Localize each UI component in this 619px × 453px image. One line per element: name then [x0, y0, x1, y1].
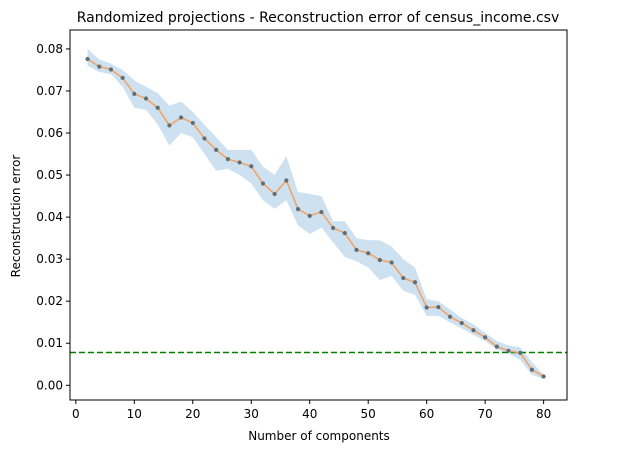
y-axis-label: Reconstruction error: [9, 155, 23, 278]
x-tick-label: 40: [302, 407, 317, 421]
x-tick-label: 70: [478, 407, 493, 421]
data-point: [108, 67, 114, 72]
data-point: [424, 305, 429, 310]
data-point: [506, 348, 511, 353]
x-tick-label: 0: [72, 407, 80, 421]
data-point: [120, 75, 125, 81]
y-tick-label: 0.05: [36, 168, 63, 182]
y-tick-label: 0.01: [36, 336, 63, 350]
data-point: [85, 56, 90, 62]
plot-frame: [69, 29, 568, 401]
data-point: [529, 367, 535, 372]
data-point: [471, 328, 476, 333]
data-point: [132, 91, 137, 97]
y-axis: 0.00 0.01 0.02 0.03 0.04 0.05 0.06 0.07 0.08: [36, 42, 70, 392]
y-tick-label: 0.07: [36, 84, 63, 98]
data-point: [307, 213, 312, 218]
data-point: [178, 115, 184, 120]
chart-title: Randomized projections - Reconstruction …: [77, 10, 559, 26]
data-point: [412, 280, 418, 285]
y-tick-label: 0.00: [36, 378, 63, 392]
x-tick-label: 10: [127, 407, 142, 421]
y-tick-label: 0.02: [36, 294, 63, 308]
y-tick-label: 0.03: [36, 252, 63, 266]
x-tick-label: 50: [361, 407, 376, 421]
x-tick-label: 60: [419, 407, 434, 421]
data-point: [319, 209, 324, 215]
data-point: [518, 350, 523, 356]
y-tick-label: 0.04: [36, 210, 63, 224]
data-point: [225, 156, 230, 162]
data-point: [167, 123, 172, 128]
data-point: [284, 178, 289, 183]
x-tick-label: 30: [244, 407, 259, 421]
data-point: [237, 160, 242, 165]
data-point: [143, 96, 149, 101]
error-line-layer: [87, 58, 544, 378]
data-point: [483, 335, 488, 340]
x-tick-label: 20: [185, 407, 200, 421]
data-point: [342, 230, 347, 236]
data-point: [377, 257, 382, 263]
data-point: [249, 164, 254, 169]
marker-layer: [85, 56, 546, 379]
data-point: [202, 136, 207, 141]
data-point: [354, 247, 359, 252]
data-point: [436, 304, 441, 310]
data-point: [331, 225, 336, 231]
x-axis: 0 10 20 30 40 50 60 70 80: [72, 400, 551, 421]
data-point: [214, 147, 219, 152]
data-point: [97, 64, 102, 69]
y-tick-label: 0.06: [36, 126, 63, 140]
data-point: [389, 260, 394, 265]
series-line: [87, 58, 544, 378]
data-point: [401, 275, 406, 281]
data-point: [190, 120, 195, 126]
data-point: [155, 105, 160, 110]
data-point: [494, 344, 499, 349]
data-point: [295, 207, 301, 212]
data-point: [260, 181, 266, 186]
data-point: [459, 320, 464, 326]
data-point: [447, 314, 453, 319]
y-tick-label: 0.08: [36, 42, 63, 56]
data-point: [541, 374, 546, 379]
x-axis-label: Number of components: [248, 429, 390, 443]
data-point: [366, 251, 371, 256]
data-point: [272, 191, 277, 197]
x-tick-label: 80: [536, 407, 551, 421]
